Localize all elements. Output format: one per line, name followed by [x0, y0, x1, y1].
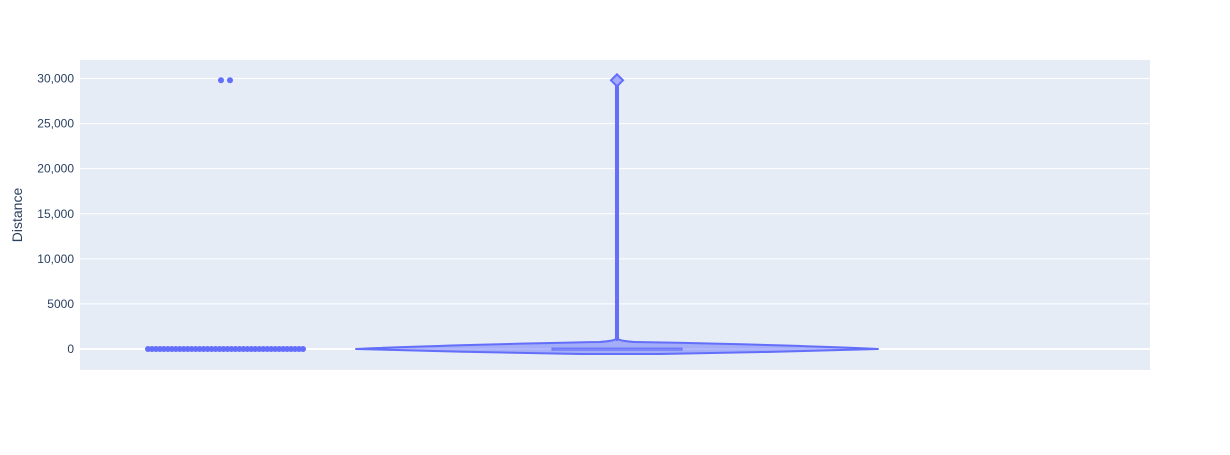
y-tick-label: 10,000 — [37, 252, 74, 266]
violin-trace — [355, 72, 879, 355]
data-point — [300, 346, 306, 352]
violin-box — [551, 347, 683, 351]
y-tick-label: 5000 — [47, 297, 74, 311]
y-tick-label: 25,000 — [37, 117, 74, 131]
violin-max-marker — [609, 72, 625, 88]
y-axis-ticks: 0 5000 10,000 15,000 20,000 25,000 30,000 — [37, 72, 74, 357]
outlier-point — [218, 77, 224, 84]
y-tick-label: 30,000 — [37, 72, 74, 86]
y-tick-label: 0 — [67, 342, 74, 356]
y-axis-title: Distance — [9, 188, 25, 243]
y-tick-label: 20,000 — [37, 162, 74, 176]
outlier-point — [227, 77, 233, 84]
y-tick-label: 15,000 — [37, 207, 74, 221]
data-points — [145, 77, 306, 352]
